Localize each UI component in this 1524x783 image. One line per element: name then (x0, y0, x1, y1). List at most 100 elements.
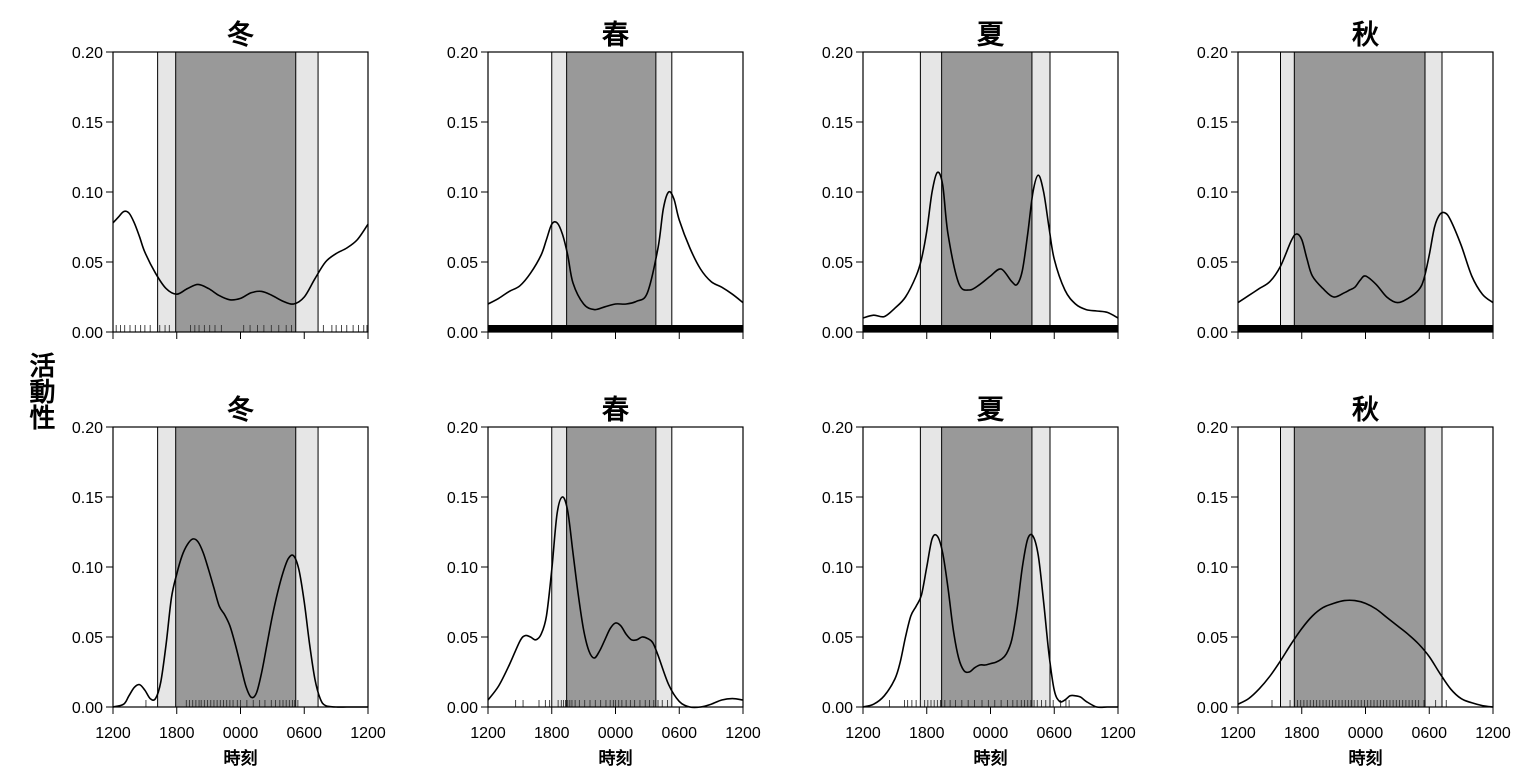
x-tick-label: 1200 (725, 725, 761, 742)
rug-mark-band (488, 325, 743, 332)
night-band (941, 51, 1033, 333)
rug-marks (515, 700, 669, 707)
panel-6: 0.00 0.05 0.10 0.15 0.20 1200 1800 0000 0600 1200… (447, 395, 761, 769)
y-tick-label: 0.20 (72, 45, 103, 62)
y-tick-label: 0.00 (72, 700, 103, 717)
panels: 0.00 0.05 0.10 0.15 0.20 冬 0.00 0.05 0.10 0.15 0.2… (72, 19, 1511, 769)
y-tick-label: 0.20 (822, 420, 853, 437)
rug-marks (145, 700, 299, 707)
x-tick-label: 0600 (1411, 725, 1447, 742)
panel-3: 0.00 0.05 0.10 0.15 0.20 夏 (822, 20, 1119, 342)
night-band (175, 51, 297, 333)
y-tick-label: 0.10 (447, 185, 478, 202)
y-tick-label: 0.20 (1197, 420, 1228, 437)
night-band (566, 426, 657, 708)
y-tick-label: 0.00 (1197, 325, 1228, 342)
x-tick-label: 1200 (845, 725, 881, 742)
rug-marks (115, 325, 368, 332)
panel-1: 0.00 0.05 0.10 0.15 0.20 冬 (72, 19, 369, 342)
x-tick-label: 0000 (223, 725, 259, 742)
x-tick-label: 0600 (661, 725, 697, 742)
x-tick-label: 1200 (350, 725, 386, 742)
rug-marks (1238, 325, 1493, 332)
x-tick-label: 1200 (1220, 725, 1256, 742)
y-tick-label: 0.00 (1197, 700, 1228, 717)
panel-title: 冬 (227, 19, 254, 51)
y-tick-label: 0.10 (72, 560, 103, 577)
y-tick-label: 0.05 (447, 255, 478, 272)
rug-marks (1271, 700, 1447, 707)
rug-mark-band (1238, 325, 1493, 332)
night-band (941, 426, 1033, 708)
x-tick-label: 1800 (909, 725, 945, 742)
density-line (862, 533, 1118, 709)
rug-marks (863, 325, 1118, 332)
y-tick-label: 0.15 (822, 115, 853, 132)
y-tick-label: 0.15 (72, 115, 103, 132)
y-axis-label: 活動性 (25, 352, 55, 430)
panel-5: 0.00 0.05 0.10 0.15 0.20 1200 1800 0000 0600 1200… (72, 394, 386, 769)
y-tick-label: 0.05 (822, 630, 853, 647)
y-tick-label: 0.10 (72, 185, 103, 202)
y-tick-label: 0.15 (447, 115, 478, 132)
x-axis-title: 時刻 (224, 748, 258, 769)
y-tick-label: 0.15 (447, 490, 478, 507)
panel-title: 春 (602, 395, 630, 426)
density-line (1237, 211, 1494, 304)
density-line (112, 538, 368, 708)
panel-title: 春 (602, 20, 630, 51)
panel-title: 冬 (227, 394, 254, 426)
y-tick-label: 0.00 (72, 325, 103, 342)
panel-title: 秋 (1352, 395, 1379, 426)
panel-2: 0.00 0.05 0.10 0.15 0.20 春 (447, 20, 744, 342)
night-band (175, 426, 297, 708)
x-tick-label: 1200 (95, 725, 131, 742)
x-axis-title: 時刻 (1349, 748, 1383, 769)
y-tick-label: 0.15 (1197, 490, 1228, 507)
rug-marks (889, 700, 1070, 707)
y-tick-label: 0.05 (1197, 255, 1228, 272)
y-axis-title: 活動性 (25, 352, 55, 430)
panel-title: 秋 (1352, 20, 1379, 51)
y-tick-label: 0.05 (447, 630, 478, 647)
panel-8: 0.00 0.05 0.10 0.15 0.20 1200 1800 0000 0600 1200… (1197, 395, 1511, 769)
rug-marks (488, 325, 743, 332)
x-tick-label: 1200 (1475, 725, 1511, 742)
x-tick-label: 0600 (1036, 725, 1072, 742)
density-line (487, 190, 744, 311)
y-tick-label: 0.10 (822, 560, 853, 577)
y-tick-label: 0.00 (447, 700, 478, 717)
x-tick-label: 0000 (1348, 725, 1384, 742)
y-tick-label: 0.10 (1197, 185, 1228, 202)
density-line (1237, 599, 1494, 708)
x-axis-title: 時刻 (599, 748, 633, 769)
y-tick-label: 0.20 (1197, 45, 1228, 62)
x-tick-label: 0600 (286, 725, 322, 742)
y-tick-label: 0.15 (72, 490, 103, 507)
y-tick-label: 0.20 (447, 420, 478, 437)
x-tick-label: 1200 (470, 725, 506, 742)
panel-title: 夏 (977, 395, 1005, 426)
y-tick-label: 0.10 (822, 185, 853, 202)
y-tick-label: 0.20 (72, 420, 103, 437)
x-tick-label: 1800 (1284, 725, 1320, 742)
y-tick-label: 0.15 (822, 490, 853, 507)
y-tick-label: 0.20 (447, 45, 478, 62)
night-band (1293, 426, 1426, 708)
y-tick-label: 0.05 (72, 255, 103, 272)
y-tick-label: 0.00 (447, 325, 478, 342)
x-tick-label: 1200 (1100, 725, 1136, 742)
panel-4: 0.00 0.05 0.10 0.15 0.20 秋 (1197, 20, 1494, 342)
y-tick-label: 0.10 (1197, 560, 1228, 577)
y-tick-label: 0.20 (822, 45, 853, 62)
panel-7: 0.00 0.05 0.10 0.15 0.20 1200 1800 0000 0600 1200… (822, 395, 1136, 769)
x-tick-label: 1800 (534, 725, 570, 742)
y-tick-label: 0.00 (822, 700, 853, 717)
rug-mark-band (863, 325, 1118, 332)
y-tick-label: 0.00 (822, 325, 853, 342)
night-band (1293, 51, 1426, 333)
x-tick-label: 0000 (598, 725, 634, 742)
y-tick-label: 0.10 (447, 560, 478, 577)
density-line (487, 496, 744, 709)
